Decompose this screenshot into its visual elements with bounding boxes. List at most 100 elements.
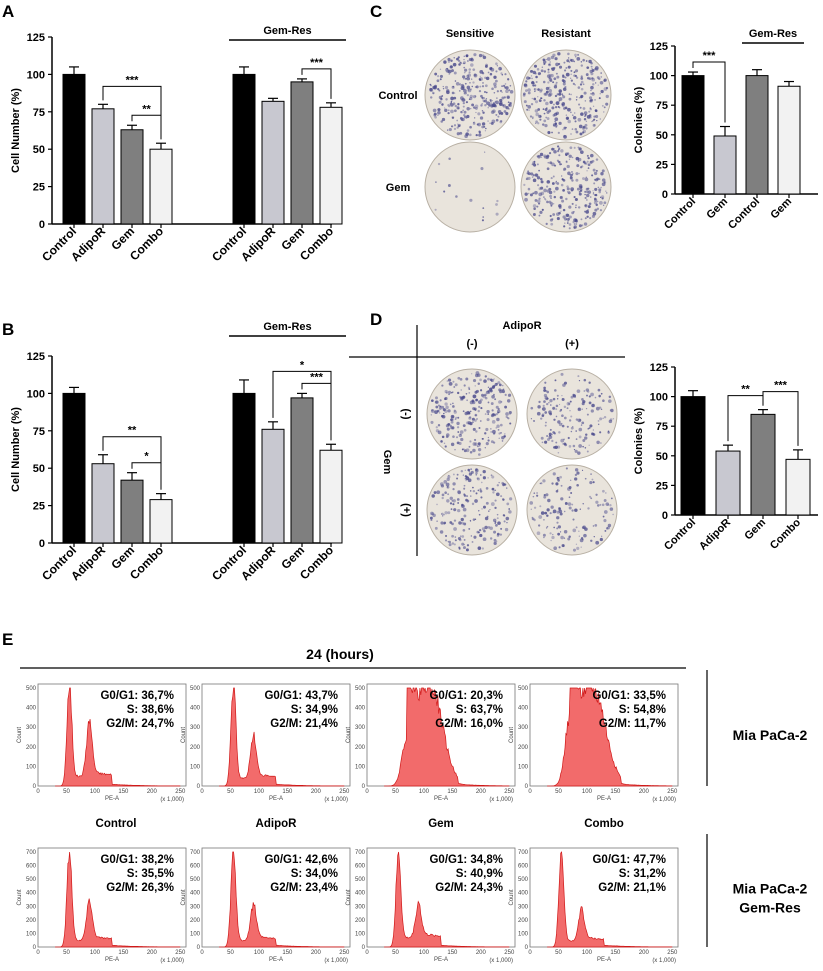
colony-dot [598, 188, 602, 192]
significance-label: ** [142, 103, 151, 115]
colony-dot [588, 495, 592, 498]
cell-line-label: Mia PaCa-2 [733, 881, 808, 897]
colony-dot [537, 72, 541, 76]
colony-dot [429, 96, 433, 99]
colony-dot [564, 502, 568, 505]
colony-dot [570, 93, 572, 96]
colony-dot [462, 101, 465, 105]
colony-dot [501, 85, 503, 88]
colony-dot [589, 160, 593, 164]
colony-dot [490, 402, 494, 406]
colony-dot [577, 451, 581, 455]
colony-dot [474, 385, 476, 387]
colony-dot [537, 405, 541, 409]
colony-dot [549, 194, 552, 198]
colony-dot [544, 424, 547, 427]
colony-dot [574, 449, 578, 453]
colony-dot [472, 121, 475, 124]
colony-dot [551, 433, 553, 436]
colony-dot [603, 510, 608, 514]
colony-dot [472, 486, 474, 489]
colony-dot [532, 204, 537, 208]
colony-dot [460, 118, 464, 122]
colony-dot [500, 89, 502, 92]
colony-dot [509, 497, 513, 501]
colony-dot [574, 84, 576, 86]
colony-dot [586, 154, 589, 157]
colony-dot [558, 92, 562, 96]
colony-dot [549, 428, 552, 431]
colony-dot [574, 74, 578, 78]
colony-dot [560, 183, 564, 187]
colony-dot [443, 480, 448, 484]
histogram-x-label: PE-A [269, 796, 283, 802]
g0g1-percent: G0/G1: 38,2% [100, 854, 174, 866]
colony-dot [600, 89, 604, 94]
colony-dot [558, 403, 561, 406]
colony-dot [604, 529, 607, 532]
colony-dot [575, 418, 579, 421]
colony-dot [472, 421, 474, 423]
colony-dot [482, 537, 487, 542]
colony-dot [487, 477, 489, 479]
colony-dot [462, 546, 466, 550]
histogram-y-tick: 100 [518, 764, 529, 770]
histogram-y-tick: 200 [355, 745, 366, 751]
histogram-y-tick: 500 [26, 877, 37, 883]
histogram-x-tick: 50 [555, 789, 562, 795]
colony-dot [589, 107, 592, 109]
bar-b-6 [290, 397, 314, 544]
colony-dot [472, 379, 477, 383]
colony-dot [588, 381, 591, 384]
colony-dot [574, 206, 577, 209]
colony-dot [448, 474, 450, 477]
colony-dot [566, 164, 570, 169]
colony-dot [455, 416, 458, 419]
colony-dot [534, 100, 539, 104]
colony-dot [565, 116, 569, 120]
colony-row-label: Control [378, 90, 417, 102]
colony-dot [583, 378, 587, 382]
colony-dot [567, 487, 571, 491]
colony-dot [563, 510, 566, 513]
colony-dot [495, 113, 498, 116]
colony-dot [543, 389, 547, 392]
colony-dot [472, 95, 477, 99]
colony-dot [526, 176, 528, 179]
colony-dot [532, 117, 534, 120]
colony-dot [480, 167, 484, 171]
colony-dot [561, 199, 565, 203]
colony-dot [537, 88, 540, 91]
colony-dot [578, 183, 583, 188]
colony-dot [535, 75, 538, 79]
colony-dot [561, 102, 566, 106]
colony-dot [545, 86, 550, 91]
colony-dot [484, 104, 487, 107]
colony-plate [424, 141, 516, 233]
colony-dot [523, 183, 526, 187]
colony-dot [562, 208, 566, 212]
colony-dot [473, 438, 477, 442]
colony-dot [584, 217, 587, 220]
colony-dot [548, 152, 552, 155]
histogram-y-tick: 300 [518, 904, 529, 910]
colony-dot [443, 442, 446, 445]
colony-dot [609, 507, 614, 511]
colony-dot [586, 450, 589, 453]
colony-dot [581, 526, 585, 530]
colony-dot [560, 497, 564, 501]
colony-dot [567, 107, 571, 112]
colony-dot [458, 521, 462, 525]
colony-dot [525, 80, 528, 83]
colony-dot [478, 453, 481, 456]
histogram-area [219, 851, 345, 948]
colony-dot [574, 473, 578, 477]
colony-dot [543, 62, 546, 66]
colony-dot [581, 469, 584, 472]
histogram-y-tick: 0 [33, 784, 37, 790]
colony-dot [498, 388, 502, 392]
histogram-y-tick: 300 [26, 904, 37, 910]
colony-dot [487, 436, 490, 439]
colony-dot [468, 527, 471, 530]
colony-dot [578, 530, 580, 532]
